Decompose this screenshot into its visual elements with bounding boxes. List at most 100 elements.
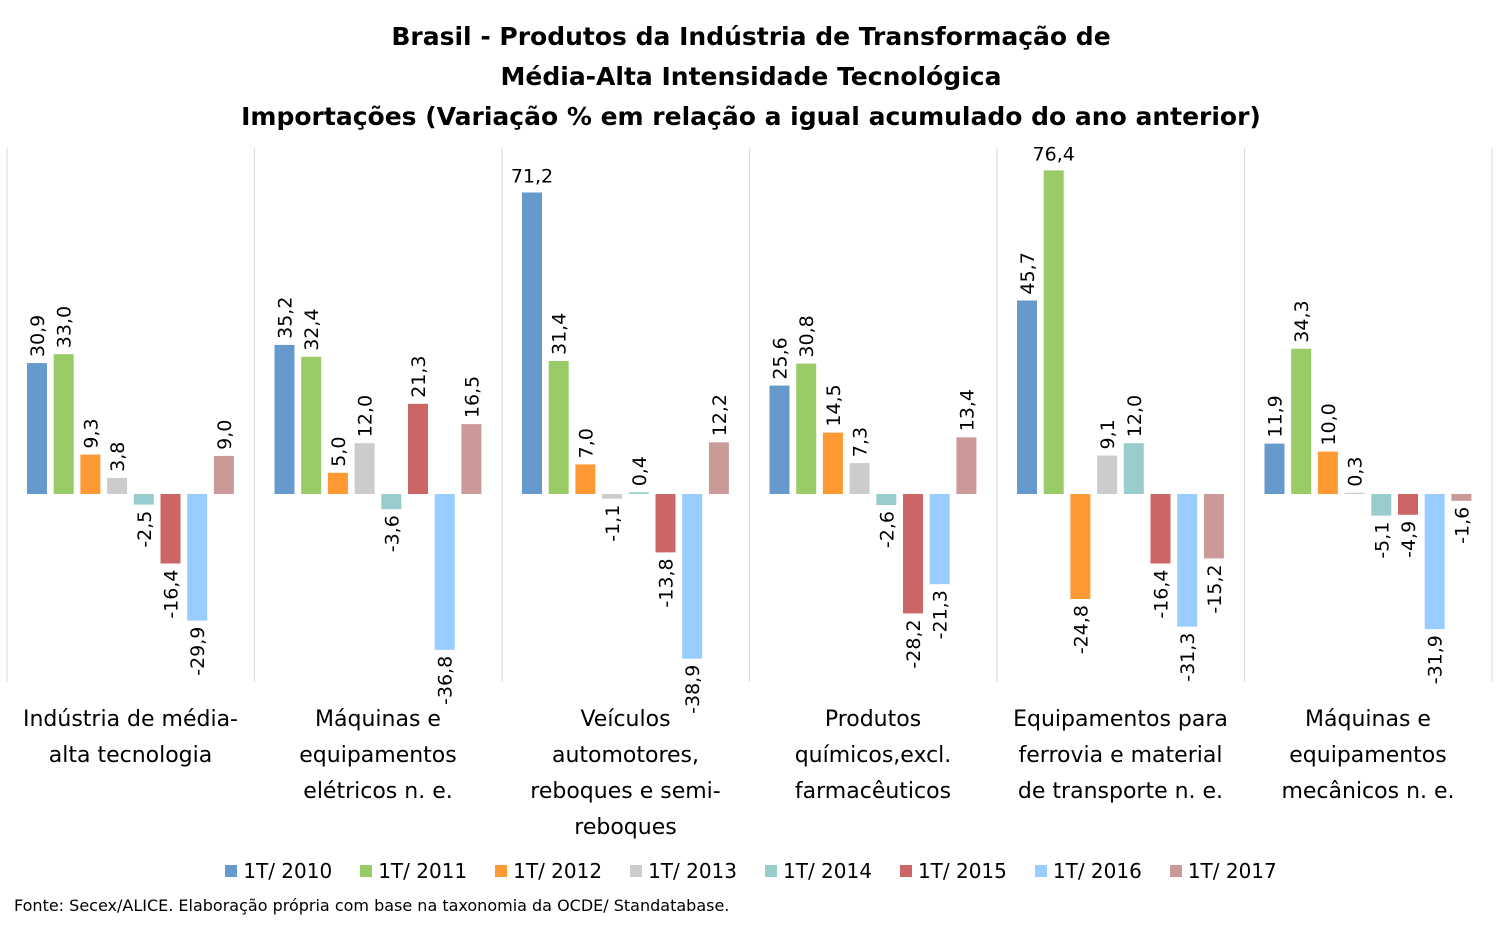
bar [849, 463, 870, 494]
data-label: 21,3 [408, 355, 430, 397]
data-label: -1,6 [1451, 507, 1473, 544]
bar [1203, 494, 1224, 559]
data-label: 5,0 [328, 437, 350, 467]
bar [876, 494, 897, 505]
data-label: -29,9 [187, 627, 209, 676]
bar [381, 494, 402, 510]
category-label-line: Veículos [580, 707, 671, 732]
data-label: -4,9 [1398, 521, 1420, 558]
data-label: 76,4 [1033, 143, 1075, 165]
chart-title-line-1: Brasil - Produtos da Indústria de Transf… [391, 22, 1111, 51]
category-label: Máquinas e equipamentos elétricos n. e. [256, 702, 501, 810]
data-label: -16,4 [1151, 570, 1173, 619]
bar [1451, 494, 1472, 501]
data-label: 11,9 [1265, 395, 1287, 437]
data-label: -15,2 [1204, 564, 1226, 613]
category-label-line: equipamentos [299, 743, 457, 768]
bar [548, 361, 569, 494]
bar [1317, 451, 1338, 494]
bar [1398, 494, 1418, 515]
source-note: Fonte: Secex/ALICE. Elaboração própria c… [14, 896, 730, 915]
bar [575, 464, 596, 494]
data-label: 12,0 [355, 395, 377, 437]
bar [796, 363, 817, 494]
data-label: 32,4 [301, 308, 323, 350]
bar [628, 492, 649, 494]
data-label: 16,5 [461, 376, 483, 418]
legend-item: 1T/ 2016 [1034, 859, 1142, 883]
chart-title-line-2: Média-Alta Intensidade Tecnológica [500, 62, 1002, 91]
bar [822, 432, 843, 494]
legend-label: 1T/ 2012 [513, 859, 603, 883]
bar [187, 494, 208, 621]
legend-swatch [360, 865, 373, 877]
bar [929, 494, 950, 585]
legend-swatch [630, 865, 643, 877]
bar [602, 494, 623, 499]
category-label-line: de transporte n. e. [1017, 779, 1224, 804]
legend-item: 1T/ 2010 [225, 859, 332, 883]
legend-item: 1T/ 2017 [1169, 859, 1277, 883]
category-label-line: Máquinas e [315, 707, 441, 732]
data-label: -36,8 [435, 656, 457, 705]
category-label: Máquinas e equipamentos mecânicos n. e. [1246, 702, 1491, 810]
data-label: -24,8 [1070, 605, 1092, 654]
legend: 1T/ 2010 1T/ 2011 1T/ 2012 1T/ 2013 1T/ 2014… [0, 856, 1502, 886]
bar [1424, 494, 1445, 630]
category-label-line: Equipamentos para [1013, 707, 1228, 732]
category-label-line: mecânicos n. e. [1281, 779, 1455, 804]
category-label-line: Indústria de média- [22, 707, 238, 732]
bar [80, 454, 101, 494]
data-label: 12,2 [709, 394, 731, 436]
bar [903, 494, 923, 614]
bar [1344, 492, 1365, 494]
bar [1097, 455, 1118, 494]
bar [956, 437, 977, 494]
data-label: 33,0 [54, 306, 76, 348]
legend-item: 1T/ 2014 [765, 859, 872, 883]
data-label: 45,7 [1017, 252, 1039, 294]
bar [769, 385, 790, 494]
legend-label: 1T/ 2016 [1052, 859, 1142, 883]
bar [408, 403, 428, 494]
data-label: -31,9 [1425, 635, 1447, 684]
bar [27, 363, 47, 494]
data-label: 12,0 [1124, 395, 1146, 437]
legend-label: 1T/ 2010 [243, 859, 333, 883]
category-label-line: alta tecnologia [48, 743, 213, 768]
legend-label: 1T/ 2013 [648, 859, 737, 883]
category-label-line: elétricos n. e. [303, 779, 453, 804]
data-label: -5,1 [1371, 522, 1393, 559]
category-label-line: reboques e semi- [530, 779, 721, 804]
data-label: 9,3 [80, 418, 102, 448]
bar [1371, 494, 1392, 516]
legend-swatch [765, 865, 777, 877]
legend-swatch [495, 865, 508, 877]
data-label: 9,0 [214, 420, 236, 450]
data-label: -28,2 [903, 619, 925, 668]
data-label: 13,4 [956, 389, 978, 431]
bar [682, 494, 703, 659]
legend-item: 1T/ 2013 [630, 859, 737, 883]
legend-label: 1T/ 2011 [378, 859, 468, 883]
data-label: 71,2 [511, 166, 553, 188]
bar [461, 424, 482, 494]
category-label: Veículos automotores, reboques e semi-rebo… [503, 702, 748, 846]
bar [274, 344, 295, 494]
data-label: 31,4 [549, 313, 571, 355]
data-label: 25,6 [770, 337, 792, 379]
data-label: -1,1 [602, 505, 624, 542]
legend-swatch [225, 865, 238, 877]
bar [434, 494, 455, 650]
bar [354, 443, 375, 494]
chart-title-line-3: Importações (Variação % em relação a igu… [241, 102, 1261, 131]
data-label: -16,4 [161, 570, 183, 619]
data-label: 30,9 [27, 315, 49, 357]
data-label: 9,1 [1097, 419, 1119, 449]
bar [160, 494, 181, 564]
category-label: Indústria de média-alta tecnologia [8, 702, 253, 774]
data-label: 10,0 [1318, 403, 1340, 445]
category-label: Equipamentos para ferrovia e material de t… [998, 702, 1243, 810]
data-label: 14,5 [823, 384, 845, 426]
data-label: -21,3 [930, 590, 952, 639]
